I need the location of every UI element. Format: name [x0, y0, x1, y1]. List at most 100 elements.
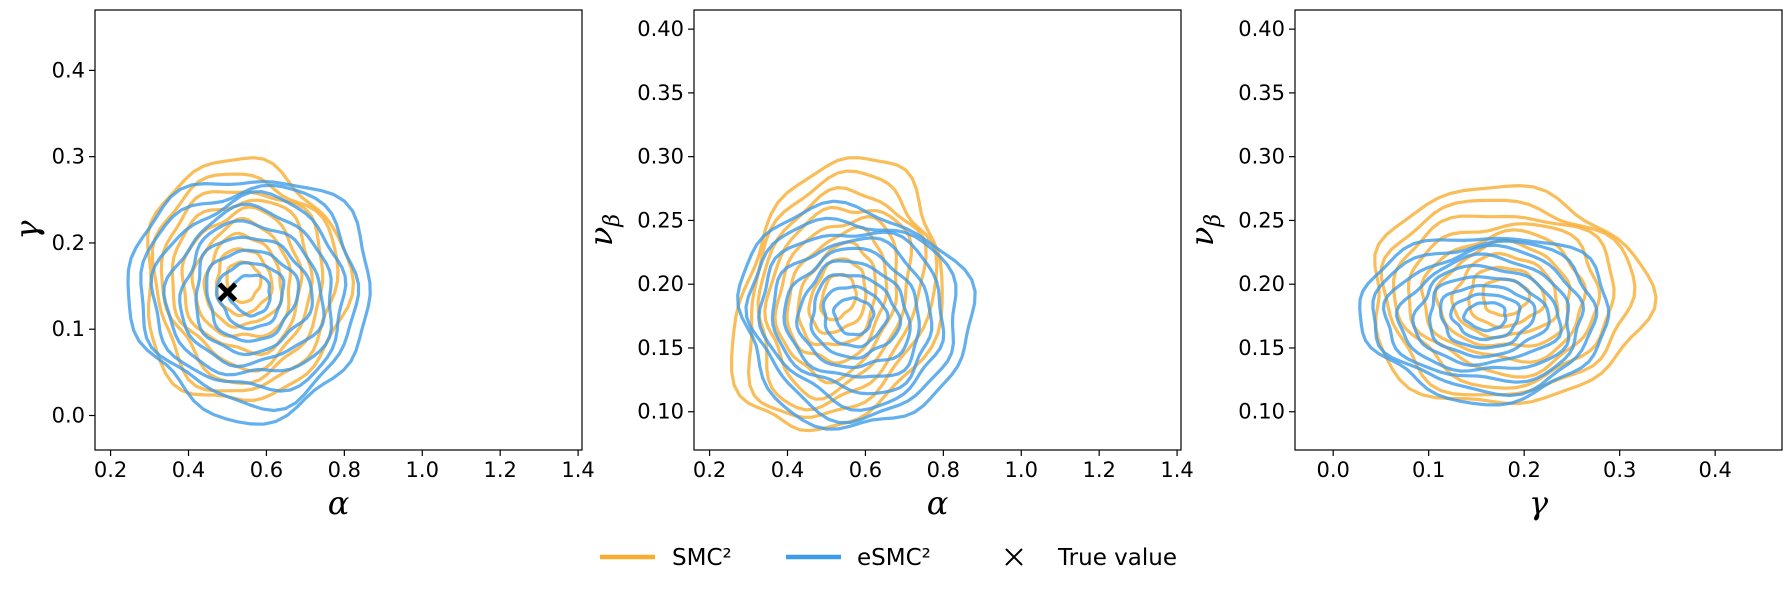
contour-line [1373, 184, 1658, 406]
contour-line [809, 273, 903, 360]
contour-line [1449, 292, 1522, 342]
legend-label: eSMC² [857, 545, 931, 571]
y-axis-label-subscript: β [600, 214, 625, 228]
series-esmc2 [126, 179, 372, 426]
contour-line [227, 273, 272, 318]
legend: SMC² eSMC² True value [600, 545, 1177, 571]
plot-frame [94, 9, 583, 451]
panel-3: 0.0 0.1 0.2 0.3 0.4 0.10 0.15 0.20 0.25 0.30 0.35 0… [1183, 9, 1783, 522]
y-tick-label: 0.15 [1238, 336, 1285, 360]
contour-line [126, 179, 372, 426]
contour-group [1358, 184, 1658, 407]
x-tick-label: 0.8 [927, 458, 960, 482]
y-tick-label: 0.20 [1238, 272, 1285, 296]
y-tick-label: 0.1 [52, 317, 85, 341]
contour-line [1381, 243, 1586, 384]
x-tick-label: 1.4 [1160, 458, 1193, 482]
contour-line [770, 236, 934, 396]
contour-line [205, 248, 301, 343]
x-tick-label: 1.2 [1082, 458, 1115, 482]
contour-line [190, 216, 292, 339]
y-axis-label: νβ [1183, 214, 1226, 246]
contour-line [1371, 239, 1599, 398]
contour-group [126, 156, 372, 426]
x-tick-label: 0.2 [1507, 458, 1540, 482]
x-axis-label: α [927, 484, 949, 522]
x-tick-label: 0.4 [1698, 458, 1731, 482]
y-axis-label: νβ [582, 214, 625, 246]
legend-label: SMC² [672, 545, 732, 571]
x-tick-label: 0.1 [1412, 458, 1445, 482]
y-axis-label-base: ν [1183, 227, 1221, 246]
contour-line [1411, 263, 1563, 367]
contour-line [178, 219, 326, 369]
x-tick-label: 0.4 [172, 458, 205, 482]
x-tick-label: 0.6 [250, 458, 283, 482]
x-axis-label: γ [1529, 484, 1549, 522]
y-tick-label: 0.40 [1238, 17, 1285, 41]
contour-line [736, 199, 977, 431]
contour-line [1392, 214, 1616, 390]
contour-line [757, 230, 946, 412]
y-tick-label: 0.35 [1238, 81, 1285, 105]
y-tick-label: 0.3 [52, 145, 85, 169]
plot-frame [693, 9, 1182, 451]
contour-line [795, 259, 912, 370]
contour-line [1450, 251, 1560, 340]
x-tick-label: 0.6 [849, 458, 882, 482]
y-tick-label: 0.10 [1238, 400, 1285, 424]
contour-line [756, 186, 928, 412]
contour-line [821, 284, 890, 349]
y-tick-label: 0.25 [637, 208, 684, 232]
panel-1: 0.2 0.4 0.6 0.8 1.0 1.2 1.4 0.0 0.1 0.2 0.3 0.4 α γ [8, 9, 595, 522]
x-tick-label: 1.0 [406, 458, 439, 482]
contour-group [730, 156, 977, 433]
legend-item-3: True value [1005, 545, 1177, 571]
y-axis-label-subscript: β [1201, 214, 1226, 228]
contour-line [818, 272, 858, 322]
contour-line [1395, 252, 1571, 373]
x-tick-label: 1.2 [483, 458, 516, 482]
contour-line [1428, 275, 1551, 359]
contour-line [807, 257, 868, 335]
y-tick-label: 0.40 [637, 17, 684, 41]
contour-line [1462, 301, 1508, 333]
x-tick-label: 1.4 [561, 458, 594, 482]
true-value-stroke-2 [217, 282, 238, 302]
x-tick-label: 0.2 [693, 458, 726, 482]
contour-line [782, 246, 921, 379]
contour-line [202, 231, 284, 329]
y-tick-label: 0.0 [52, 403, 85, 427]
contour-line [831, 296, 876, 337]
y-axis-label: γ [8, 220, 46, 240]
y-tick-label: 0.10 [637, 400, 684, 424]
series-esmc2 [1358, 236, 1611, 407]
contour-line [162, 202, 333, 377]
contour-line [139, 183, 361, 413]
contour-line [149, 190, 348, 393]
series-esmc2 [736, 199, 977, 431]
y-tick-label: 0.35 [637, 81, 684, 105]
contour-line [785, 225, 889, 365]
contour-line [1433, 238, 1572, 348]
x-tick-label: 1.0 [1005, 458, 1038, 482]
y-tick-label: 0.30 [1238, 145, 1285, 169]
x-tick-label: 0.8 [328, 458, 361, 482]
plot-frame [1294, 9, 1783, 451]
y-tick-label: 0.30 [637, 145, 684, 169]
contour-line [773, 215, 899, 385]
legend-label: True value [1057, 545, 1177, 571]
contour-line [1439, 283, 1537, 350]
contour-line [194, 235, 314, 357]
x-tick-label: 0.4 [771, 458, 804, 482]
contour-line [744, 216, 958, 425]
y-axis-label-base: ν [582, 227, 620, 246]
y-tick-label: 0.2 [52, 231, 85, 255]
y-tick-label: 0.25 [1238, 208, 1285, 232]
y-tick-label: 0.20 [637, 272, 684, 296]
y-tick-label: 0.4 [52, 58, 85, 82]
legend-item-1: SMC² [600, 545, 732, 571]
contour-line [214, 247, 274, 318]
x-tick-label: 0.3 [1603, 458, 1636, 482]
